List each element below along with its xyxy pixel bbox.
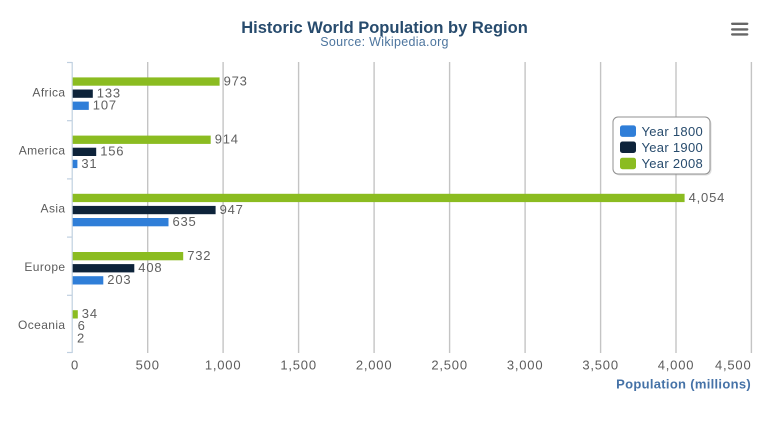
svg-text:Year 2008: Year 2008 <box>642 156 704 171</box>
svg-text:Year 1800: Year 1800 <box>642 124 704 139</box>
svg-text:Africa: Africa <box>32 85 65 99</box>
svg-text:1,000: 1,000 <box>205 358 242 373</box>
svg-text:947: 947 <box>220 202 244 217</box>
svg-text:732: 732 <box>187 248 211 263</box>
svg-text:1,500: 1,500 <box>280 358 317 373</box>
svg-text:34: 34 <box>82 306 98 321</box>
svg-text:6: 6 <box>78 318 86 333</box>
svg-text:31: 31 <box>81 156 97 171</box>
svg-text:Historic World Population by R: Historic World Population by Region <box>241 19 528 37</box>
svg-text:133: 133 <box>97 86 121 101</box>
svg-text:635: 635 <box>173 214 197 229</box>
svg-text:Population (millions): Population (millions) <box>616 377 751 392</box>
svg-text:Asia: Asia <box>41 202 66 216</box>
svg-text:973: 973 <box>224 73 248 88</box>
svg-text:500: 500 <box>136 358 160 373</box>
svg-text:3,500: 3,500 <box>582 358 619 373</box>
svg-text:Oceania: Oceania <box>18 318 66 332</box>
svg-text:408: 408 <box>138 260 162 275</box>
svg-text:107: 107 <box>93 98 117 113</box>
svg-text:203: 203 <box>107 272 131 287</box>
svg-text:4,054: 4,054 <box>689 190 726 205</box>
svg-text:2,000: 2,000 <box>356 358 393 373</box>
svg-text:0: 0 <box>71 358 79 373</box>
svg-text:4,500: 4,500 <box>715 358 752 373</box>
svg-text:156: 156 <box>100 144 124 159</box>
svg-text:Europe: Europe <box>24 260 65 274</box>
svg-text:914: 914 <box>215 132 239 147</box>
svg-text:2: 2 <box>77 330 85 345</box>
svg-text:Year 1900: Year 1900 <box>642 140 704 155</box>
svg-text:America: America <box>19 144 66 158</box>
svg-text:Source: Wikipedia.org: Source: Wikipedia.org <box>320 35 449 49</box>
svg-text:2,500: 2,500 <box>431 358 468 373</box>
svg-text:4,000: 4,000 <box>658 358 695 373</box>
svg-text:3,000: 3,000 <box>507 358 544 373</box>
